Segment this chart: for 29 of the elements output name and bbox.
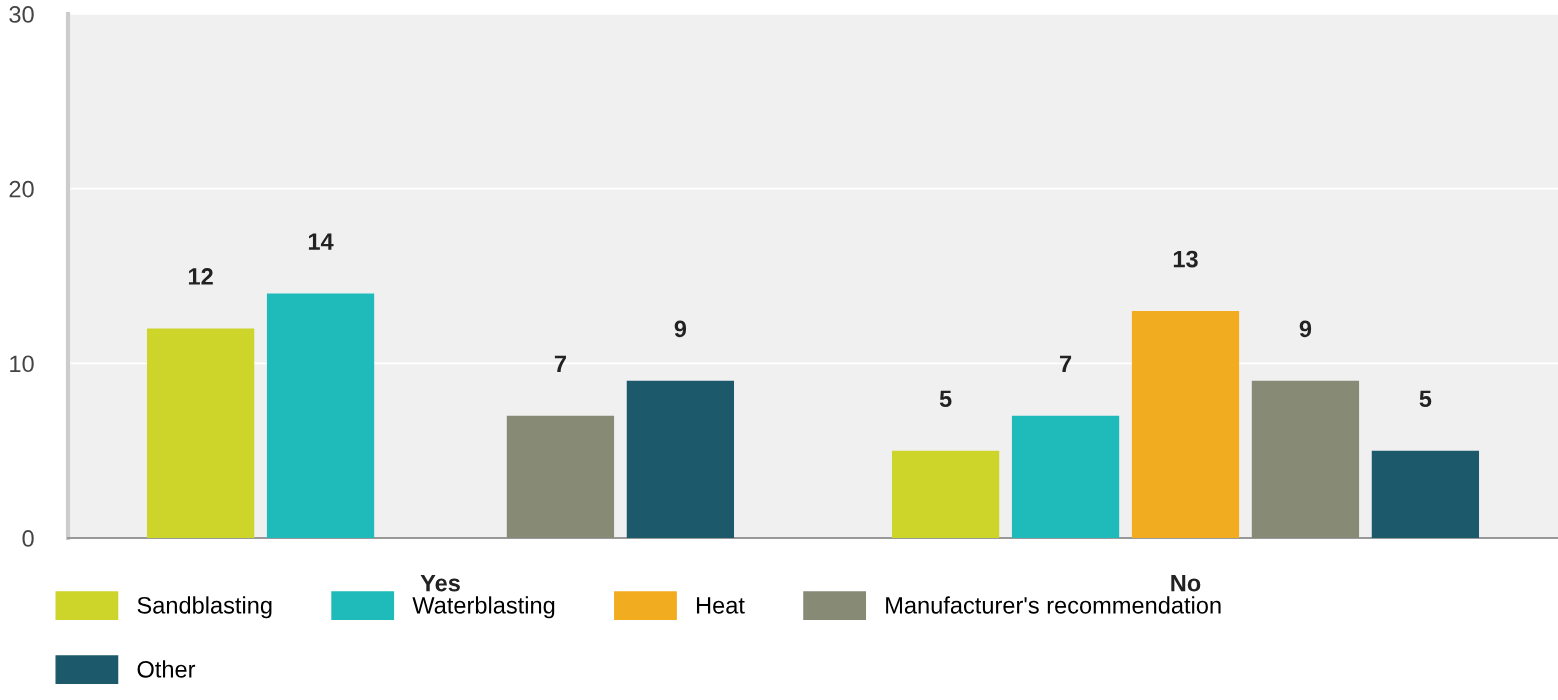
bar: [1131, 310, 1240, 538]
y-tick-label: 30: [9, 6, 34, 23]
bar: [626, 380, 735, 538]
data-label: 9: [1299, 320, 1312, 338]
y-tick-label: 10: [10, 355, 34, 373]
data-label: 12: [188, 268, 213, 285]
legend-label: Manufacturer's recommendation: [886, 596, 1221, 614]
bar: [1251, 380, 1360, 538]
bar: [1371, 450, 1480, 538]
bar: [506, 415, 615, 538]
data-label: 5: [939, 390, 952, 408]
legend-label: Heat: [696, 597, 745, 614]
legend-label: Waterblasting: [412, 596, 555, 619]
y-tick-label: 20: [9, 180, 34, 198]
data-label: 7: [554, 355, 566, 372]
x-tick-label: No: [1171, 574, 1201, 592]
data-label: 9: [674, 320, 687, 338]
bar: [891, 450, 1000, 538]
data-label: 13: [1173, 250, 1198, 268]
bar: [1011, 415, 1120, 538]
legend-label: Other: [137, 660, 196, 678]
data-label: 7: [1060, 355, 1072, 372]
bar: [266, 293, 375, 538]
y-tick-label: 0: [22, 530, 34, 547]
legend-label: Sandblasting: [137, 596, 272, 619]
x-tick-label: Yes: [420, 574, 460, 592]
data-label: 14: [308, 233, 334, 250]
data-label: 5: [1419, 390, 1432, 408]
bar: [146, 328, 255, 538]
